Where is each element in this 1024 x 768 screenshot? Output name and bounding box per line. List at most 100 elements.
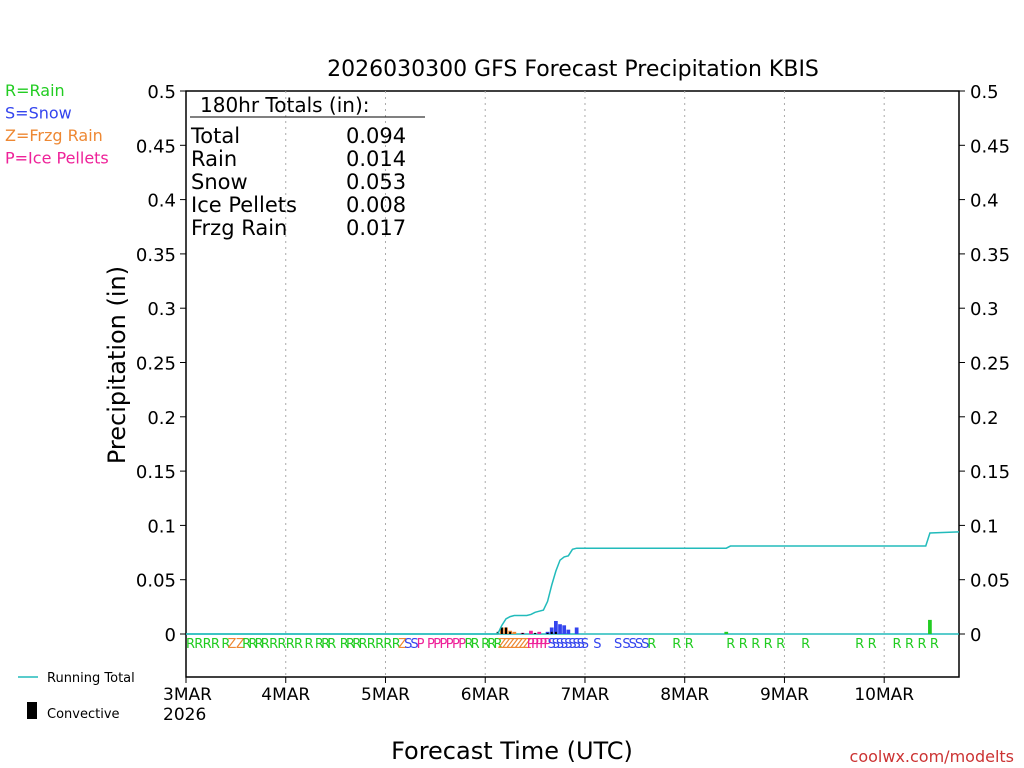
y-tick-label-left: 0.2 (147, 408, 176, 429)
ptype-letter: R (211, 637, 220, 652)
x-tick-label: 7MAR (560, 685, 609, 705)
y-tick-label-left: 0.35 (136, 245, 176, 266)
ptype-letter: R (464, 637, 473, 652)
precip-bar (537, 631, 542, 634)
ptype-letter: S (622, 637, 630, 652)
ptype-letter: R (855, 637, 864, 652)
ptype-letter: R (905, 637, 914, 652)
ptype-letter: R (346, 637, 355, 652)
precip-bar (554, 620, 558, 634)
y-tick-label-right: 0.4 (970, 191, 999, 212)
ptype-letter: R (494, 637, 503, 652)
ptype-letter: R (647, 637, 656, 652)
ptype-letter: R (255, 637, 264, 652)
series-legend-label: Convective (47, 707, 120, 722)
ptype-letter: P (543, 637, 551, 652)
precip-bar (554, 631, 557, 634)
ptype-letter: R (286, 637, 295, 652)
precip-bar (521, 632, 524, 634)
ptype-letter: S (552, 637, 560, 652)
ptype-letter: R (685, 637, 694, 652)
convective-legend-swatch (27, 702, 37, 719)
precip-bar (550, 631, 553, 634)
vertical-gridlines (285, 91, 885, 677)
x-tick-label: 3MAR (163, 685, 212, 705)
y-tick-label-right: 0.45 (970, 136, 1010, 157)
ptype-letter: Z (523, 637, 532, 652)
y-tick-label-left: 0.1 (147, 516, 176, 537)
ptype-letter: R (801, 637, 810, 652)
ptype-letter: S (614, 637, 622, 652)
ptype-letter: P (458, 637, 466, 652)
precip-bar (724, 631, 729, 634)
totals-row-label: Rain (191, 147, 237, 171)
ptype-letter: Z (514, 637, 523, 652)
ptype-letter: R (327, 637, 336, 652)
ptype-letter: R (764, 637, 773, 652)
y-tick-label-right: 0.05 (970, 571, 1010, 592)
y-tick-label-right: 0 (970, 625, 981, 646)
ptype-letter: R (893, 637, 902, 652)
ptype-letter: R (203, 637, 212, 652)
ptype-letter: R (194, 637, 203, 652)
totals-row-label: Total (190, 124, 240, 148)
running-total-line (186, 531, 960, 635)
totals-row-label: Ice Pellets (191, 193, 297, 217)
ptype-letter: S (548, 637, 556, 652)
ptype-letter: P (527, 637, 535, 652)
ptype-letter: S (404, 637, 412, 652)
y-tick-label-left: 0 (165, 625, 176, 646)
ptype-letter: R (917, 637, 926, 652)
ptype-letter: P (531, 637, 539, 652)
ptype-letter: S (556, 637, 564, 652)
plot-area (185, 90, 960, 678)
ptype-letter: R (315, 637, 324, 652)
y-tick-label-left: 0.5 (147, 82, 176, 103)
totals-row-value: 0.014 (346, 147, 406, 171)
chart-title: 2026030300 GFS Forecast Precipitation KB… (327, 57, 819, 82)
y-tick-label-right: 0.5 (970, 82, 999, 103)
ptype-letter: R (726, 637, 735, 652)
y-tick-label-left: 0.4 (147, 191, 176, 212)
ptype-letter: R (930, 637, 939, 652)
y-tick-label-left: 0.3 (147, 299, 176, 320)
ptype-letter: R (358, 637, 367, 652)
x-tick-label: 6MAR (461, 685, 510, 705)
ptype-letter: P (417, 637, 425, 652)
x-axis-label: Forecast Time (UTC) (391, 737, 633, 765)
precip-bar (566, 629, 571, 634)
ptype-letter: Z (228, 637, 237, 652)
y-tick-label-left: 0.05 (136, 571, 176, 592)
precip-bar (928, 619, 932, 634)
ptype-letter: Z (518, 637, 527, 652)
ptype-letter: Z (506, 637, 515, 652)
ptype-letter: R (367, 637, 376, 652)
ptype-letter: R (868, 637, 877, 652)
ptype-letter: R (672, 637, 681, 652)
precip-bar (546, 632, 549, 634)
y-axes: 0 0 0.05 0.05 0.1 0.1 0.15 0.15 0.2 0.2 0.25 0.25 0.… (136, 82, 1010, 646)
ptype-legend-entry: P=Ice Pellets (5, 149, 109, 168)
y-axis-label: Precipitation (in) (103, 266, 131, 464)
totals-row-label: Frzg Rain (191, 216, 287, 240)
y-tick-label-right: 0.25 (970, 354, 1010, 375)
y-tick-label-left: 0.45 (136, 136, 176, 157)
precip-bar (549, 627, 554, 634)
precip-bar (562, 625, 567, 634)
x-tick-label: 4MAR (261, 685, 310, 705)
ptype-letter: R (487, 637, 496, 652)
y-tick-label-left: 0.25 (136, 354, 176, 375)
precip-bars (496, 619, 932, 634)
x-tick-label: 8MAR (660, 685, 709, 705)
ptype-letter: S (568, 637, 576, 652)
totals-row-value: 0.017 (346, 216, 406, 240)
ptype-letter: P (535, 637, 543, 652)
y-tick-label-right: 0.1 (970, 516, 999, 537)
precip-bar (500, 627, 503, 634)
precip-bar (504, 627, 508, 634)
ptype-letter: S (564, 637, 572, 652)
ptype-letter: R (248, 637, 257, 652)
